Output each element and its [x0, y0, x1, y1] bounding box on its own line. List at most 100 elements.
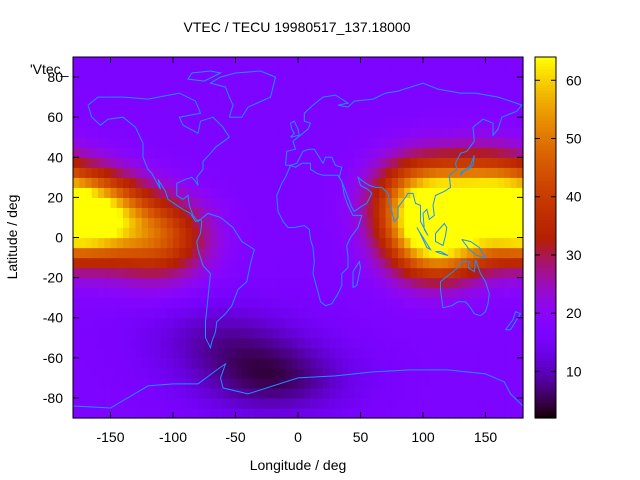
heatmap-cell: [460, 317, 468, 329]
heatmap-cell: [310, 377, 318, 389]
heatmap-cell: [366, 127, 374, 138]
heatmap-cell: [316, 337, 324, 349]
heatmap-cell: [435, 397, 443, 409]
heatmap-cell: [410, 137, 418, 148]
heatmap-cell: [460, 187, 468, 198]
heatmap-cell: [441, 267, 449, 279]
heatmap-cell: [116, 137, 124, 148]
heatmap-cell: [110, 167, 118, 178]
heatmap-cell: [448, 277, 455, 289]
heatmap-cell: [135, 107, 143, 118]
heatmap-cell: [404, 97, 412, 108]
heatmap-cell: [91, 357, 99, 369]
heatmap-cell: [354, 397, 362, 409]
heatmap-cell: [379, 287, 387, 299]
heatmap-cell: [360, 97, 368, 108]
heatmap-cell: [104, 57, 112, 68]
heatmap-cell: [479, 407, 487, 419]
heatmap-cell: [423, 127, 430, 138]
coastline: [435, 251, 449, 256]
heatmap-cell: [341, 127, 349, 138]
heatmap-cell: [116, 147, 124, 158]
heatmap-cell: [416, 267, 424, 279]
heatmap-cell: [291, 287, 299, 299]
heatmap-cell: [416, 137, 424, 148]
heatmap-cell: [166, 397, 174, 409]
heatmap-cell: [298, 237, 305, 249]
heatmap-cell: [79, 277, 87, 289]
heatmap-cell: [341, 347, 349, 359]
heatmap-cell: [279, 197, 287, 209]
heatmap-cell: [166, 337, 174, 349]
colorbar-segment: [535, 264, 556, 269]
heatmap-cell: [216, 407, 224, 419]
heatmap-cell: [373, 317, 380, 329]
heatmap-cell: [298, 247, 305, 259]
heatmap-cell: [391, 77, 399, 88]
heatmap-cell: [116, 317, 124, 329]
colorbar-segment: [535, 147, 556, 151]
heatmap-cell: [166, 247, 174, 259]
heatmap-cell: [123, 137, 130, 148]
heatmap-cell: [116, 327, 124, 339]
heatmap-cell: [479, 167, 487, 178]
heatmap-cell: [204, 147, 212, 158]
heatmap-cell: [435, 377, 443, 389]
heatmap-cell: [85, 117, 93, 128]
heatmap-cell: [185, 347, 193, 359]
heatmap-cell: [373, 287, 380, 299]
heatmap-cell: [379, 197, 387, 209]
heatmap-cell: [285, 137, 293, 148]
heatmap-cell: [73, 237, 80, 249]
heatmap-cell: [191, 407, 199, 419]
heatmap-cell: [141, 277, 149, 289]
coastline: [285, 82, 523, 236]
heatmap-cell: [235, 227, 243, 239]
heatmap-cell: [341, 277, 349, 289]
heatmap-cell: [160, 157, 168, 168]
heatmap-cell: [116, 407, 124, 419]
heatmap-cell: [148, 337, 155, 349]
heatmap-cell: [435, 147, 443, 158]
heatmap-cell: [273, 267, 280, 279]
heatmap-cell: [491, 167, 499, 178]
heatmap-cell: [104, 127, 112, 138]
heatmap-cell: [504, 347, 512, 359]
heatmap-cell: [360, 267, 368, 279]
heatmap-cell: [291, 367, 299, 379]
heatmap-cell: [366, 157, 374, 168]
heatmap-cell: [291, 327, 299, 339]
heatmap-cell: [191, 207, 199, 219]
heatmap-cell: [479, 347, 487, 359]
heatmap-cell: [185, 167, 193, 178]
heatmap-cell: [135, 237, 143, 249]
heatmap-cell: [166, 267, 174, 279]
heatmap-cell: [85, 237, 93, 249]
heatmap-cell: [485, 147, 493, 158]
heatmap-cell: [479, 177, 487, 188]
heatmap-cell: [498, 97, 505, 108]
heatmap-cell: [423, 97, 430, 108]
heatmap-cell: [379, 187, 387, 198]
heatmap-cell: [241, 267, 249, 279]
heatmap-cell: [385, 157, 393, 168]
heatmap-cell: [479, 317, 487, 329]
heatmap-cell: [410, 397, 418, 409]
heatmap-cell: [235, 277, 243, 289]
heatmap-cell: [198, 387, 205, 399]
heatmap-cell: [198, 87, 205, 98]
heatmap-cell: [179, 87, 187, 98]
heatmap-cell: [366, 77, 374, 88]
colorbar-segment: [535, 303, 556, 308]
heatmap-cell: [316, 117, 324, 128]
heatmap-cell: [160, 127, 168, 138]
heatmap-cell: [298, 87, 305, 98]
heatmap-cell: [91, 267, 99, 279]
heatmap-cell: [135, 97, 143, 108]
colorbar-segment: [535, 327, 556, 332]
heatmap-cell: [248, 227, 255, 239]
heatmap-cell: [135, 387, 143, 399]
heatmap-cell: [323, 247, 330, 259]
heatmap-cell: [135, 157, 143, 168]
heatmap-cell: [123, 317, 130, 329]
